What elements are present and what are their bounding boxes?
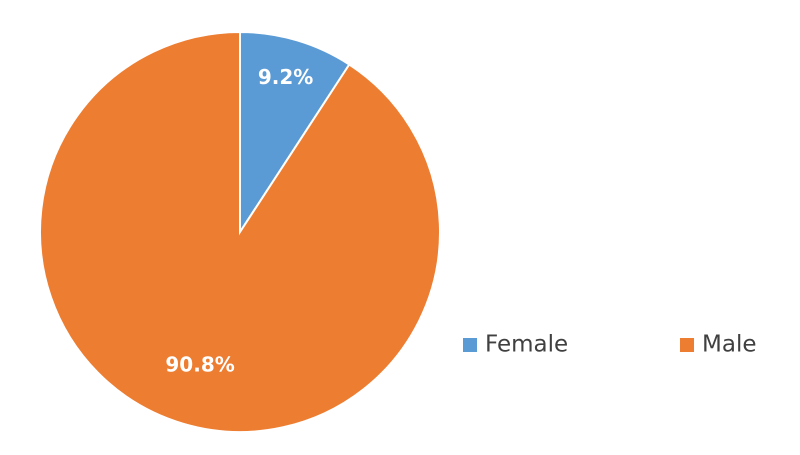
pie-slice: [239, 30, 351, 236]
legend-swatch: [463, 338, 477, 352]
pie-slice: [39, 30, 441, 433]
legend-swatch: [680, 338, 694, 352]
data-label: 9.2%: [258, 65, 313, 89]
legend-label: Male: [702, 332, 756, 358]
data-label: 90.8%: [165, 353, 234, 377]
legend-label: Female: [485, 332, 568, 358]
